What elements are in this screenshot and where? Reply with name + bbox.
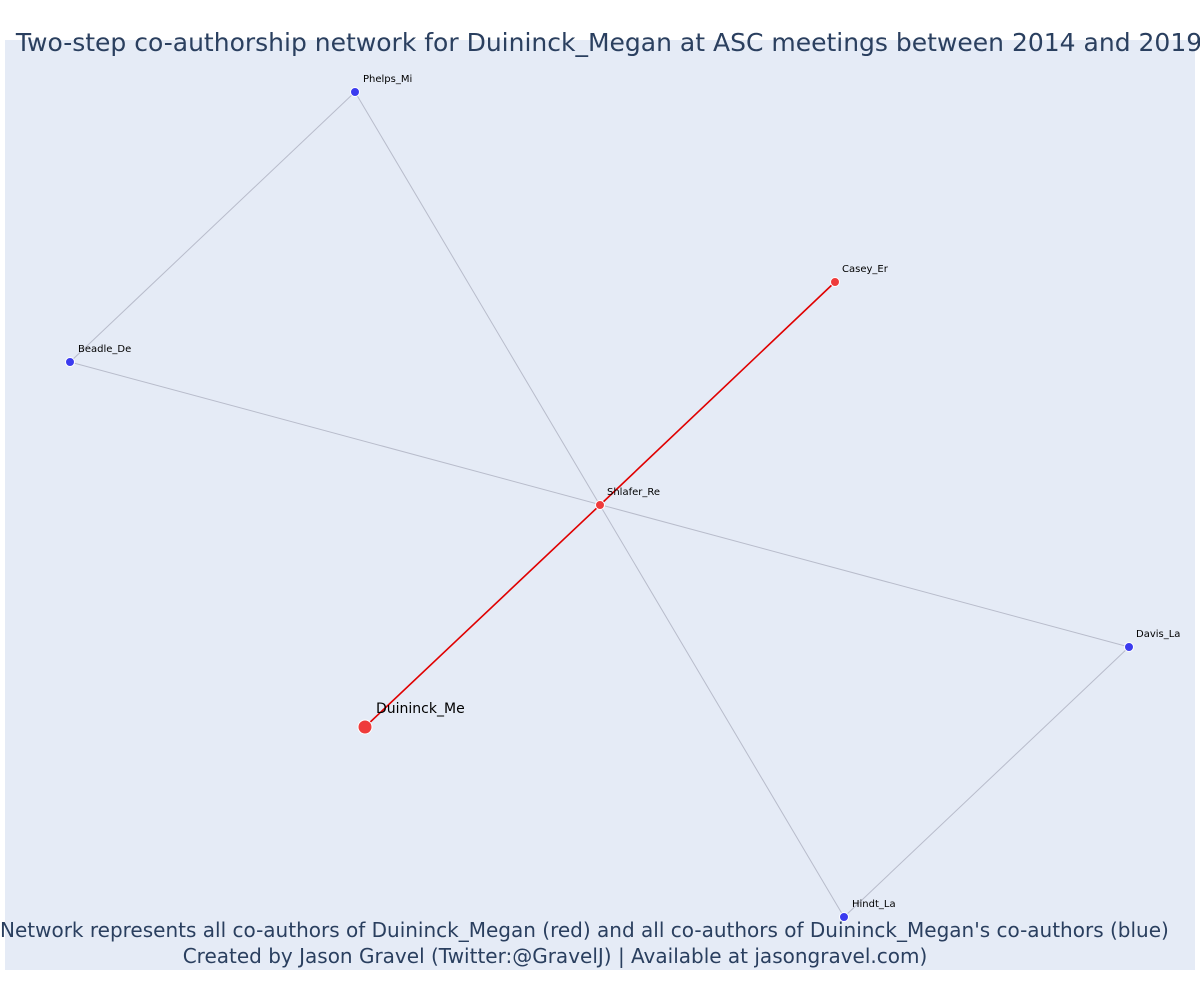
node-Davis_La[interactable] (1124, 642, 1134, 652)
node-label-Hindt_La: Hindt_La (852, 899, 896, 910)
footer-credit: Created by Jason Gravel (Twitter:@Gravel… (182, 944, 928, 968)
node-label-Duininck_Me: Duininck_Me (376, 701, 465, 717)
node-layer (65, 87, 1134, 922)
node-label-Beadle_De: Beadle_De (78, 344, 131, 355)
node-Casey_Er[interactable] (830, 277, 840, 287)
node-Duininck_Me[interactable] (357, 719, 373, 735)
node-Hindt_La[interactable] (839, 912, 849, 922)
edge-Davis_La-Hindt_La (843, 646, 1130, 918)
edge-Shlafer_Re-Casey_Er (599, 281, 836, 506)
node-label-Casey_Er: Casey_Er (842, 264, 889, 275)
edge-Duininck_Me-Shlafer_Re (364, 504, 601, 728)
node-label-Davis_La: Davis_La (1136, 629, 1180, 640)
edge-Phelps_Mi-Beadle_De (69, 91, 356, 363)
node-label-Shlafer_Re: Shlafer_Re (607, 487, 660, 498)
label-layer: Duininck_Me Shlafer_Re Casey_Er Phelps_Mi Be… (78, 74, 1180, 910)
node-Beadle_De[interactable] (65, 357, 75, 367)
node-Shlafer_Re[interactable] (595, 500, 605, 510)
node-label-Phelps_Mi: Phelps_Mi (363, 74, 412, 85)
node-Phelps_Mi[interactable] (350, 87, 360, 97)
chart-title: Two-step co-authorship network for Duini… (15, 28, 1200, 57)
footer-caption: Network represents all co-authors of Dui… (0, 918, 1169, 942)
